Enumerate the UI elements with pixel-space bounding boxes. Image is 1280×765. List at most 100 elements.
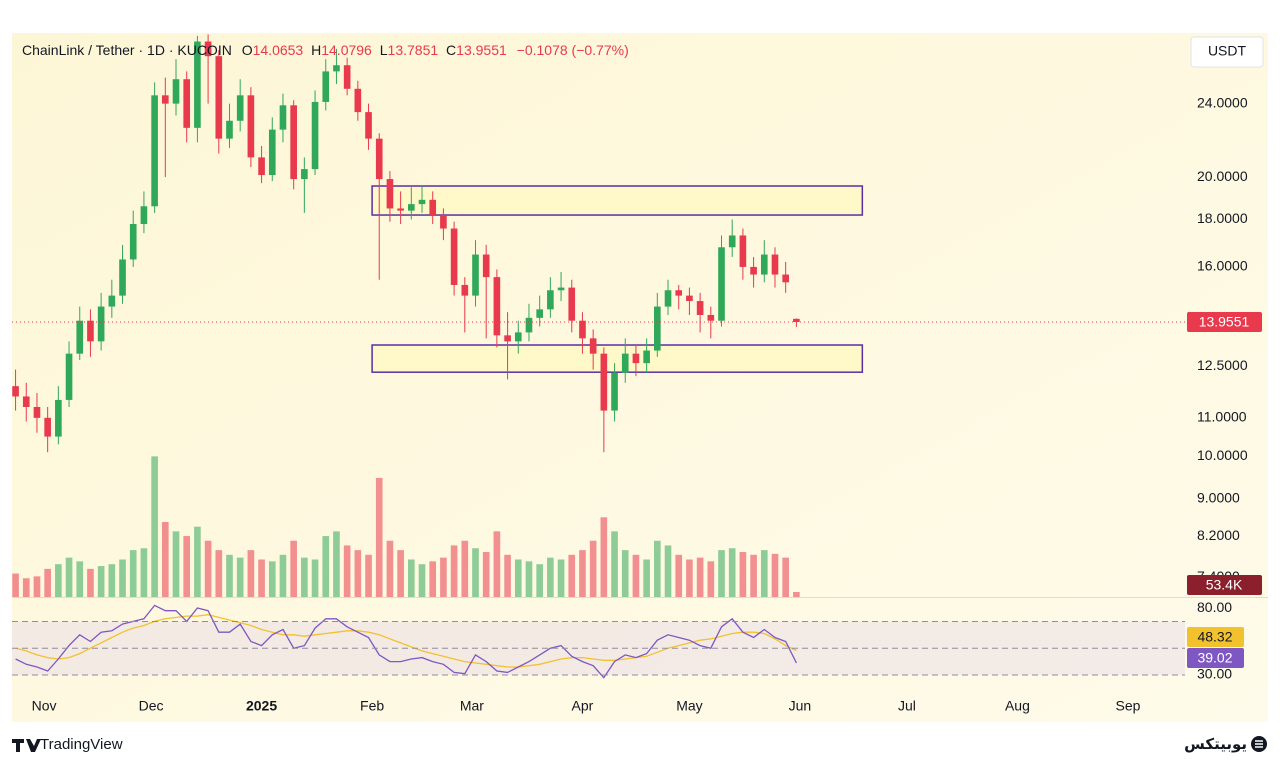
candle-body [55,399,62,437]
volume-bar [493,531,501,597]
candle-body [375,138,383,180]
candle-body [793,318,800,322]
ohlc-prefix: H [311,42,321,58]
volume-bar [215,550,223,597]
volume-bar [429,561,437,597]
candle-body [600,353,608,411]
volume-bar [97,566,105,597]
rsi-value-label-box [1187,648,1244,668]
y-tick-label: 11.0000 [1197,409,1247,425]
candle-body [525,317,533,333]
volume-bar [750,554,757,597]
candle-body [129,223,137,260]
candle-body [204,41,212,57]
volume-bar [440,557,447,597]
volume-bar [450,545,458,597]
header: ChainLink / Tether · 1D · KUCOIN O14.065… [22,42,629,58]
candle-body [161,95,169,104]
volume-bar [108,564,116,597]
y-tick-label: 20.0000 [1197,168,1248,184]
volume-bar [33,576,41,597]
candle-body [33,406,41,418]
volume-bar [44,568,51,597]
last-price-box [1187,311,1262,332]
volume-bar [579,550,586,597]
volume-bar [547,557,554,597]
x-tick-label: Jul [898,698,916,714]
candle-body [290,105,297,180]
volume-bar [343,545,351,597]
volume-bar [739,552,747,597]
volume-bar [258,559,265,597]
y-tick-label: 16.0000 [1197,258,1248,274]
volume-bar [204,540,212,597]
volume-bar [65,557,73,597]
volume-bar [643,559,650,597]
candle-body [696,301,704,315]
volume-bar [301,557,308,597]
x-tick-label: Mar [460,698,484,714]
volume-label: 53.4K [1206,577,1243,593]
candle-body [97,306,105,342]
candle-body [247,95,255,158]
candle-body [418,199,426,205]
candle-body [301,169,308,180]
rsi-ma-line [15,614,797,668]
volume-bar [568,554,576,597]
currency-button[interactable] [1190,36,1264,68]
candle-body [408,204,415,211]
volume-bar [12,573,19,597]
candle-body [236,95,244,121]
candle-body [589,338,597,354]
rsi-tick-label: 30.00 [1197,666,1232,682]
volume-bar [354,550,362,597]
rsi-value-label: 39.02 [1197,650,1232,666]
volume-bar [482,552,490,597]
volume-bar [760,550,768,597]
rsi-line [15,604,797,679]
candle-body [461,284,469,296]
volume-bar [718,550,725,597]
axes: Nov Dec 2025 Feb Mar Apr May Jun Jul Aug Sep 24.000… [12,94,1262,714]
candle-body [108,295,116,307]
volume-label-box [1187,575,1262,595]
candle-body [547,290,554,310]
volume-bar [161,522,169,597]
ohlc-prefix: L [380,42,388,58]
candle-body [215,56,223,139]
candle-body [44,417,51,437]
currency-label[interactable]: USDT [1208,43,1247,59]
candle-body [333,65,340,72]
candle-body [536,309,543,318]
x-tick-label: Aug [1005,698,1030,714]
candle-body [579,320,586,339]
volume-bar [226,554,233,597]
candle-body [151,95,158,207]
volume-bar [247,550,255,597]
candle-body [514,332,522,342]
volume-bar [408,559,415,597]
symbol-title: ChainLink / Tether · 1D · KUCOIN [22,42,232,58]
volume-bar [654,540,661,597]
y-tick-label: 12.5000 [1197,357,1248,373]
volume-bar [322,536,330,597]
watermark-icon-lines [1255,740,1263,748]
candle-body [718,247,725,321]
change: −0.1078 (−0.77%) [517,42,629,58]
candle-body [675,290,683,296]
candle-body [643,350,650,364]
volume-bar [129,550,137,597]
candle-body [728,235,736,248]
candle-body [429,199,437,216]
volume-bar [536,564,543,597]
y-tick-label: 8.2000 [1197,527,1240,543]
x-tick-label: 2025 [246,698,277,714]
candle-body [686,295,693,302]
volume-bar [236,557,244,597]
rsi-tick-label: 80.00 [1197,599,1232,615]
y-tick-label: 18.0000 [1197,210,1248,226]
volume-bar [119,559,126,597]
volume-bar [782,557,789,597]
candle-body [568,287,576,321]
volume-bar [686,559,693,597]
